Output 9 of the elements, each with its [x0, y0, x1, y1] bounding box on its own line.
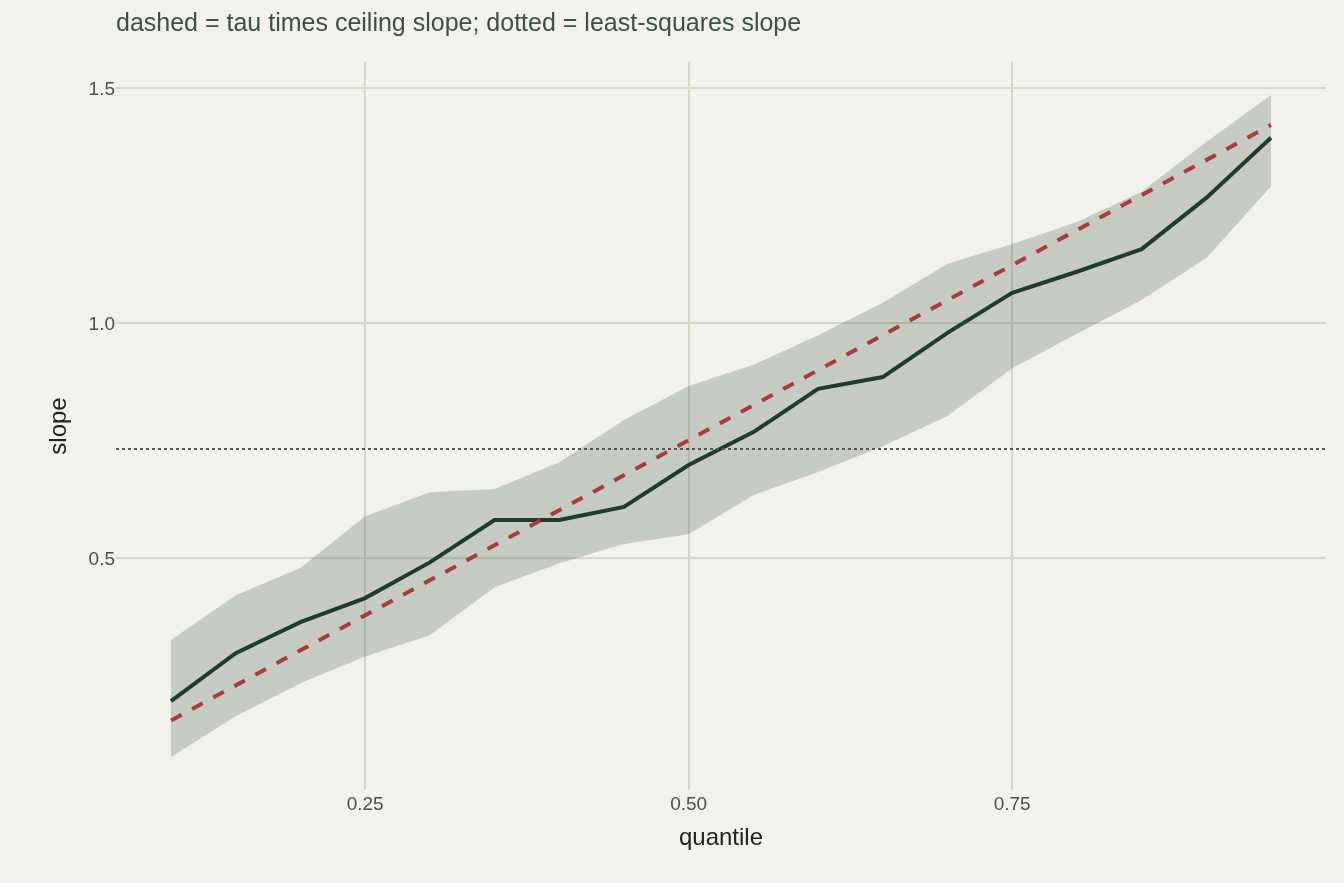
x-tick-label: 0.25 — [346, 793, 384, 814]
chart-title: dashed = tau times ceiling slope; dotted = least-squares slope — [116, 7, 802, 36]
x-tick-label: 0.75 — [993, 793, 1031, 814]
x-tick-label: 0.50 — [670, 793, 708, 814]
y-axis-title: slope — [43, 397, 71, 455]
y-tick-label: 0.5 — [88, 547, 115, 569]
x-axis-title: quantile — [678, 823, 764, 851]
y-tick-label: 1.0 — [88, 312, 115, 334]
y-tick-label: 1.5 — [88, 77, 115, 99]
